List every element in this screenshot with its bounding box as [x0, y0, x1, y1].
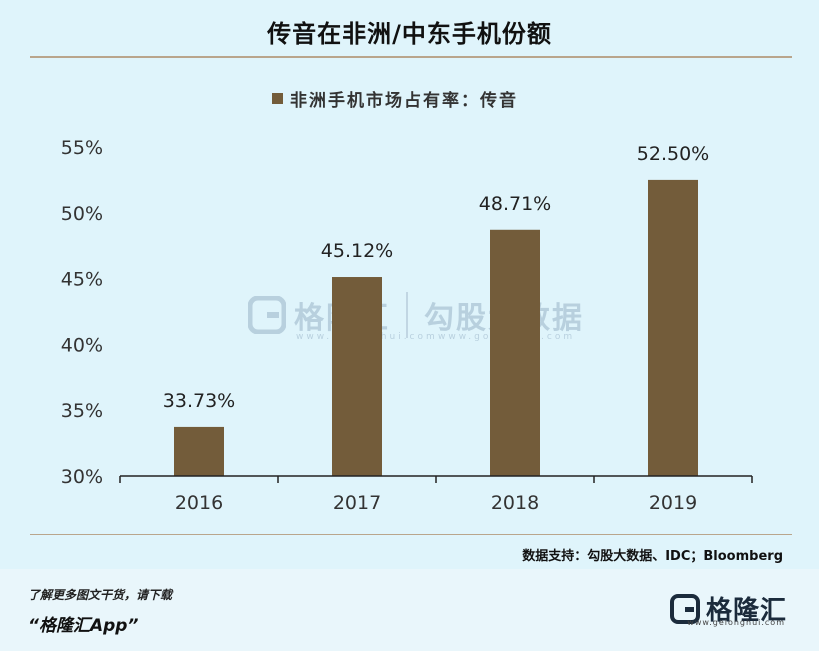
- footer-divider: [30, 534, 792, 535]
- source-note: 数据支持：勾股大数据、IDC；Bloomberg: [522, 549, 783, 564]
- y-axis: 30% 35% 40% 45% 50% 55%: [61, 137, 103, 488]
- bar-data-label: 52.50%: [637, 143, 709, 165]
- brand-logo: 格隆汇 www.gelonghui.com: [669, 590, 787, 627]
- bar-data-label: 33.73%: [163, 390, 235, 412]
- x-tick-label: 2018: [491, 492, 539, 514]
- bar: [490, 229, 540, 476]
- bar-data-label: 45.12%: [321, 240, 393, 262]
- x-axis: 2016 2017 2018 2019: [119, 476, 753, 514]
- y-tick-label: 45%: [61, 269, 103, 291]
- bars: [174, 179, 698, 476]
- x-tick-label: 2016: [175, 492, 223, 514]
- y-tick-label: 40%: [61, 334, 103, 356]
- y-tick-label: 35%: [61, 400, 103, 422]
- legend-label: 非洲手机市场占有率：传音: [290, 91, 518, 111]
- promo-app-name: “格隆汇App”: [28, 616, 139, 636]
- legend-swatch: [272, 93, 283, 104]
- legend: 非洲手机市场占有率：传音: [272, 86, 518, 111]
- bar-data-labels: 33.73% 45.12% 48.71% 52.50%: [163, 143, 709, 412]
- x-tick-label: 2017: [333, 492, 381, 514]
- bar: [174, 426, 224, 476]
- watermark-separator: [406, 292, 408, 338]
- footer-band: [0, 569, 819, 651]
- title-divider: [30, 56, 792, 58]
- bar-chart: 30% 35% 40% 45% 50% 55% 33.73% 45.12% 48.71% 52.…: [61, 137, 753, 514]
- brand-url: www.gelonghui.com: [687, 618, 785, 627]
- gelonghui-brand-icon: [669, 593, 700, 624]
- bar-data-label: 48.71%: [479, 193, 551, 215]
- brand-name: 格隆汇: [705, 596, 787, 626]
- promo-line-1: 了解更多图文干货，请下载: [28, 588, 173, 602]
- chart-title: 传音在非洲/中东手机份额: [267, 20, 552, 48]
- y-tick-label: 30%: [61, 466, 103, 488]
- y-tick-label: 55%: [61, 137, 103, 159]
- bar: [332, 277, 382, 476]
- x-tick-label: 2019: [649, 492, 697, 514]
- gelonghui-logo-icon: [248, 296, 286, 334]
- bar: [648, 179, 698, 476]
- y-tick-label: 50%: [61, 203, 103, 225]
